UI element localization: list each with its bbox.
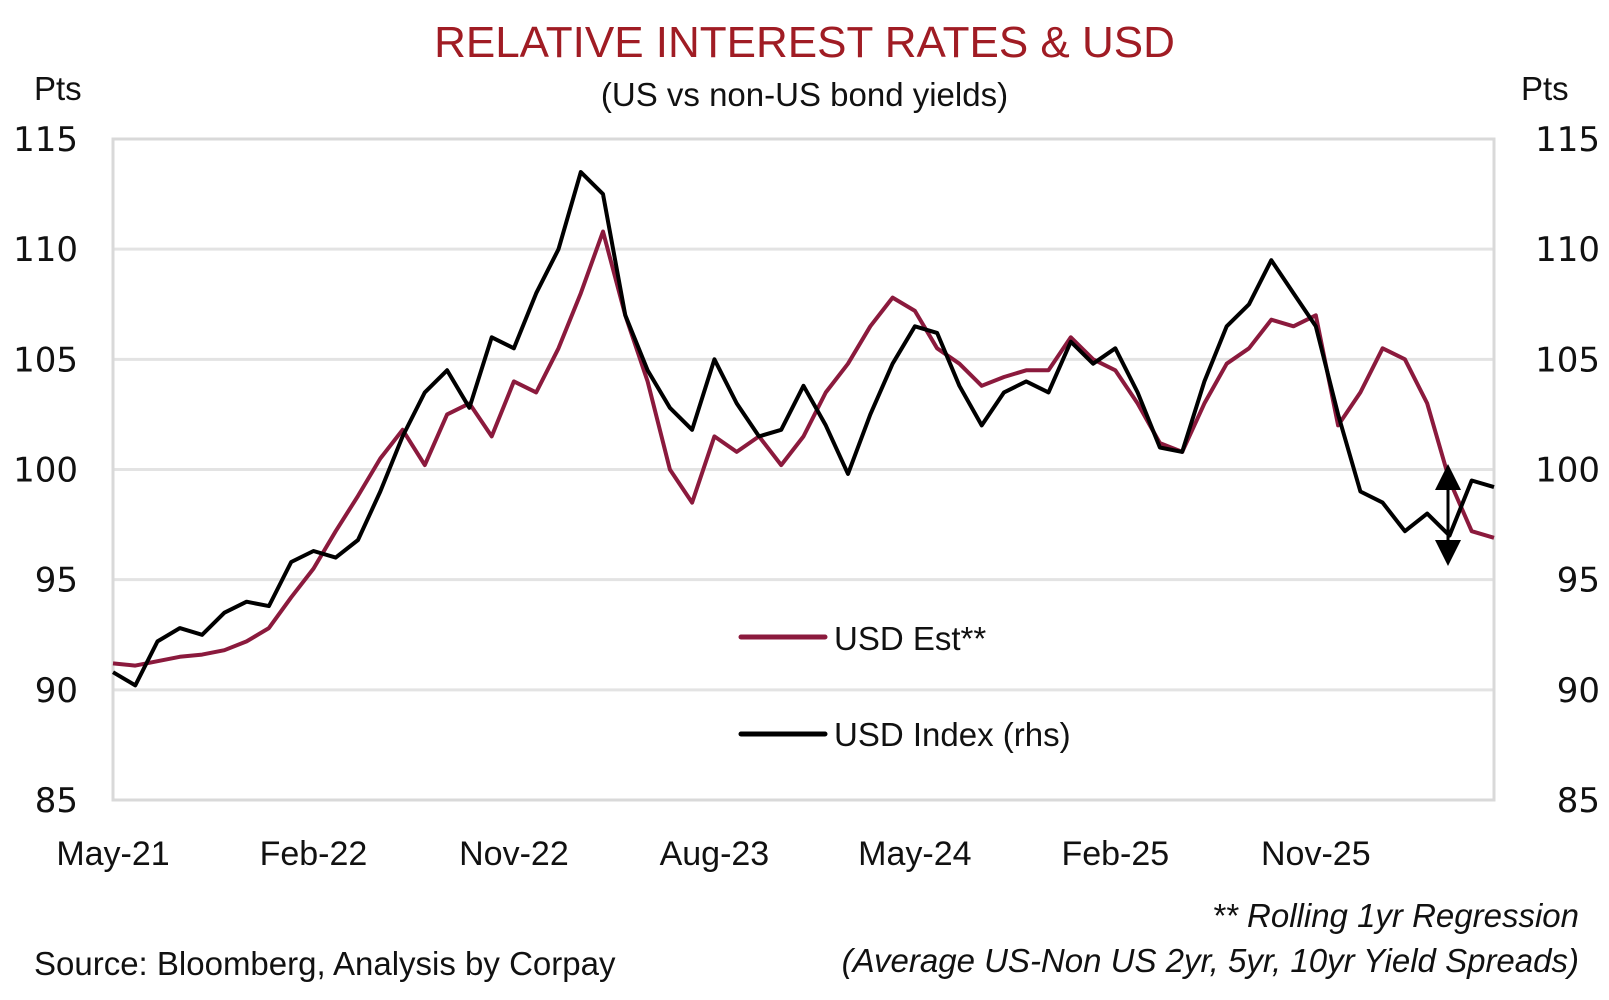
footnote-regression: ** Rolling 1yr Regression	[1212, 897, 1579, 934]
source-note: Source: Bloomberg, Analysis by Corpay	[34, 945, 616, 982]
x-tick-label: May-21	[56, 835, 169, 873]
y-tick-label-left: 95	[35, 561, 78, 601]
y-tick-label-right: 95	[1557, 561, 1600, 601]
y-axis-left-unit-label: Pts	[34, 70, 82, 107]
y-tick-label-right: 115	[1535, 120, 1600, 160]
x-tick-label: Feb-22	[260, 835, 368, 873]
plot-area-border	[111, 137, 1496, 802]
legend-label-usd-index: USD Index (rhs)	[834, 716, 1071, 753]
y-axis-left: 115 110 105 100 95 90 85	[13, 120, 78, 821]
chart-title: RELATIVE INTEREST RATES & USD	[434, 18, 1175, 67]
y-tick-label-right: 90	[1557, 671, 1600, 711]
series-lines	[111, 170, 1495, 688]
x-tick-label: Nov-22	[459, 835, 569, 873]
y-axis-right: 115 110 105 100 95 90 85	[1535, 120, 1600, 821]
footnote-yield-spreads: (Average US-Non US 2yr, 5yr, 10yr Yield …	[841, 942, 1579, 979]
double-headed-arrow-icon	[1435, 464, 1461, 566]
y-axis-right-unit-label: Pts	[1521, 70, 1569, 107]
legend: USD Est** USD Index (rhs)	[738, 620, 1071, 753]
series-line-usd-est	[112, 229, 1495, 668]
y-tick-label-left: 105	[13, 340, 78, 380]
y-tick-label-right: 105	[1535, 340, 1600, 380]
gridlines	[113, 247, 1494, 692]
x-axis: May-21 Feb-22 Nov-22 Aug-23 May-24 Feb-25 Nov-…	[56, 835, 1370, 873]
chart-subtitle: (US vs non-US bond yields)	[600, 76, 1009, 113]
y-tick-label-left: 115	[13, 120, 78, 160]
x-tick-label: Aug-23	[660, 835, 770, 873]
y-tick-label-right: 110	[1535, 230, 1600, 270]
y-tick-label-left: 90	[35, 671, 78, 711]
x-tick-label: Feb-25	[1061, 835, 1169, 873]
series-line-usd-index	[111, 170, 1495, 688]
y-tick-label-right: 100	[1535, 451, 1600, 491]
x-tick-label: Nov-25	[1261, 835, 1371, 873]
x-tick-label: May-24	[858, 835, 971, 873]
y-tick-label-right: 85	[1557, 781, 1600, 821]
y-tick-label-left: 100	[13, 451, 78, 491]
y-tick-label-left: 110	[13, 230, 78, 270]
legend-label-usd-est: USD Est**	[834, 620, 986, 657]
y-tick-label-left: 85	[35, 781, 78, 821]
